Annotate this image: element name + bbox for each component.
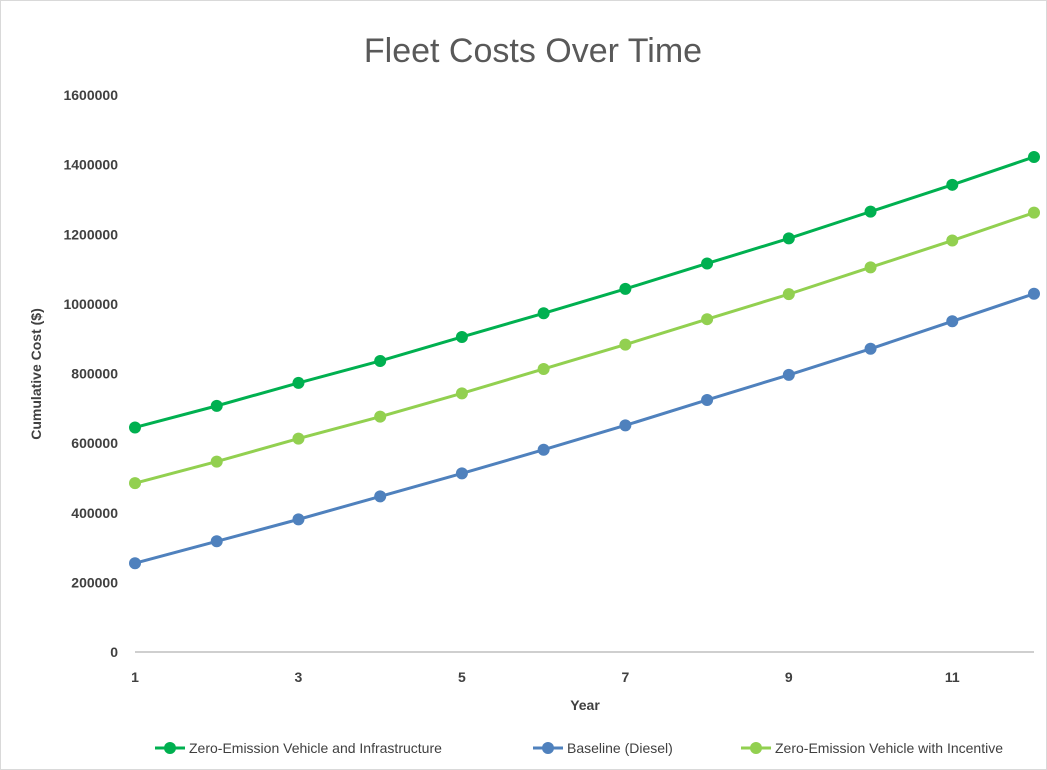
- legend-item: Zero-Emission Vehicle with Incentive: [741, 740, 1003, 756]
- data-point: [374, 410, 387, 423]
- data-point: [455, 330, 468, 343]
- legend-item: Zero-Emission Vehicle and Infrastructure: [155, 740, 442, 756]
- legend-point-marker: [542, 742, 554, 754]
- series-group: [129, 150, 1040, 434]
- x-tick-label: 3: [295, 669, 303, 685]
- data-point: [129, 421, 141, 434]
- data-point: [946, 178, 959, 191]
- y-tick-label: 800000: [71, 366, 118, 382]
- x-tick-label: 5: [458, 669, 466, 685]
- data-point: [619, 282, 632, 295]
- legend-item: Baseline (Diesel): [533, 740, 673, 756]
- x-axis-label: Year: [570, 697, 600, 713]
- series-group: [129, 287, 1040, 570]
- legend-point-marker: [750, 742, 762, 754]
- legend-label: Zero-Emission Vehicle and Infrastructure: [189, 740, 442, 756]
- data-point: [701, 393, 714, 406]
- series-line: [133, 155, 1036, 429]
- data-point: [946, 234, 959, 247]
- data-point: [129, 557, 141, 570]
- data-point: [537, 443, 550, 456]
- x-tick-label: 7: [621, 669, 629, 685]
- data-point: [1028, 150, 1040, 163]
- data-point: [292, 432, 305, 445]
- y-tick-label: 0: [110, 644, 118, 660]
- data-point: [455, 467, 468, 480]
- data-point: [455, 387, 468, 400]
- data-point: [292, 376, 305, 389]
- data-point: [701, 313, 714, 326]
- data-point: [619, 419, 632, 432]
- y-tick-label: 400000: [71, 505, 118, 521]
- data-point: [946, 315, 959, 328]
- data-point: [537, 307, 550, 320]
- series-line: [133, 292, 1036, 565]
- x-axis-ticks: 1 3 5 7 9 11: [131, 669, 960, 685]
- y-tick-label: 1400000: [63, 157, 118, 173]
- data-point: [537, 362, 550, 375]
- data-point: [292, 513, 305, 526]
- legend-label: Baseline (Diesel): [567, 740, 673, 756]
- series-group: [129, 206, 1040, 490]
- x-tick-label: 11: [945, 669, 960, 685]
- data-point: [864, 205, 877, 218]
- x-tick-label: 1: [131, 669, 139, 685]
- series-layer: [129, 150, 1040, 570]
- y-axis-label: Cumulative Cost ($): [28, 308, 44, 439]
- legend-point-marker: [164, 742, 176, 754]
- y-axis-ticks: 0 200000 400000 600000 800000 1000000 1200000 1…: [63, 87, 118, 660]
- y-tick-label: 600000: [71, 435, 118, 451]
- data-point: [210, 535, 223, 548]
- data-point: [701, 257, 714, 270]
- data-point: [619, 338, 632, 351]
- data-point: [1028, 287, 1040, 300]
- data-point: [374, 490, 387, 503]
- data-point: [782, 288, 795, 301]
- data-point: [864, 342, 877, 355]
- series-line: [133, 211, 1036, 485]
- data-point: [210, 399, 223, 412]
- y-tick-label: 1000000: [63, 296, 118, 312]
- data-point: [782, 232, 795, 245]
- legend: Zero-Emission Vehicle and Infrastructure…: [155, 740, 1003, 756]
- legend-label: Zero-Emission Vehicle with Incentive: [775, 740, 1003, 756]
- data-point: [210, 455, 223, 468]
- data-point: [374, 354, 387, 367]
- y-tick-label: 1200000: [63, 226, 118, 242]
- chart-title: Fleet Costs Over Time: [364, 32, 702, 70]
- data-point: [1028, 206, 1040, 219]
- y-tick-label: 1600000: [63, 87, 118, 103]
- y-tick-label: 200000: [71, 574, 118, 590]
- data-point: [782, 368, 795, 381]
- data-point: [129, 477, 141, 490]
- x-tick-label: 9: [785, 669, 793, 685]
- data-point: [864, 261, 877, 274]
